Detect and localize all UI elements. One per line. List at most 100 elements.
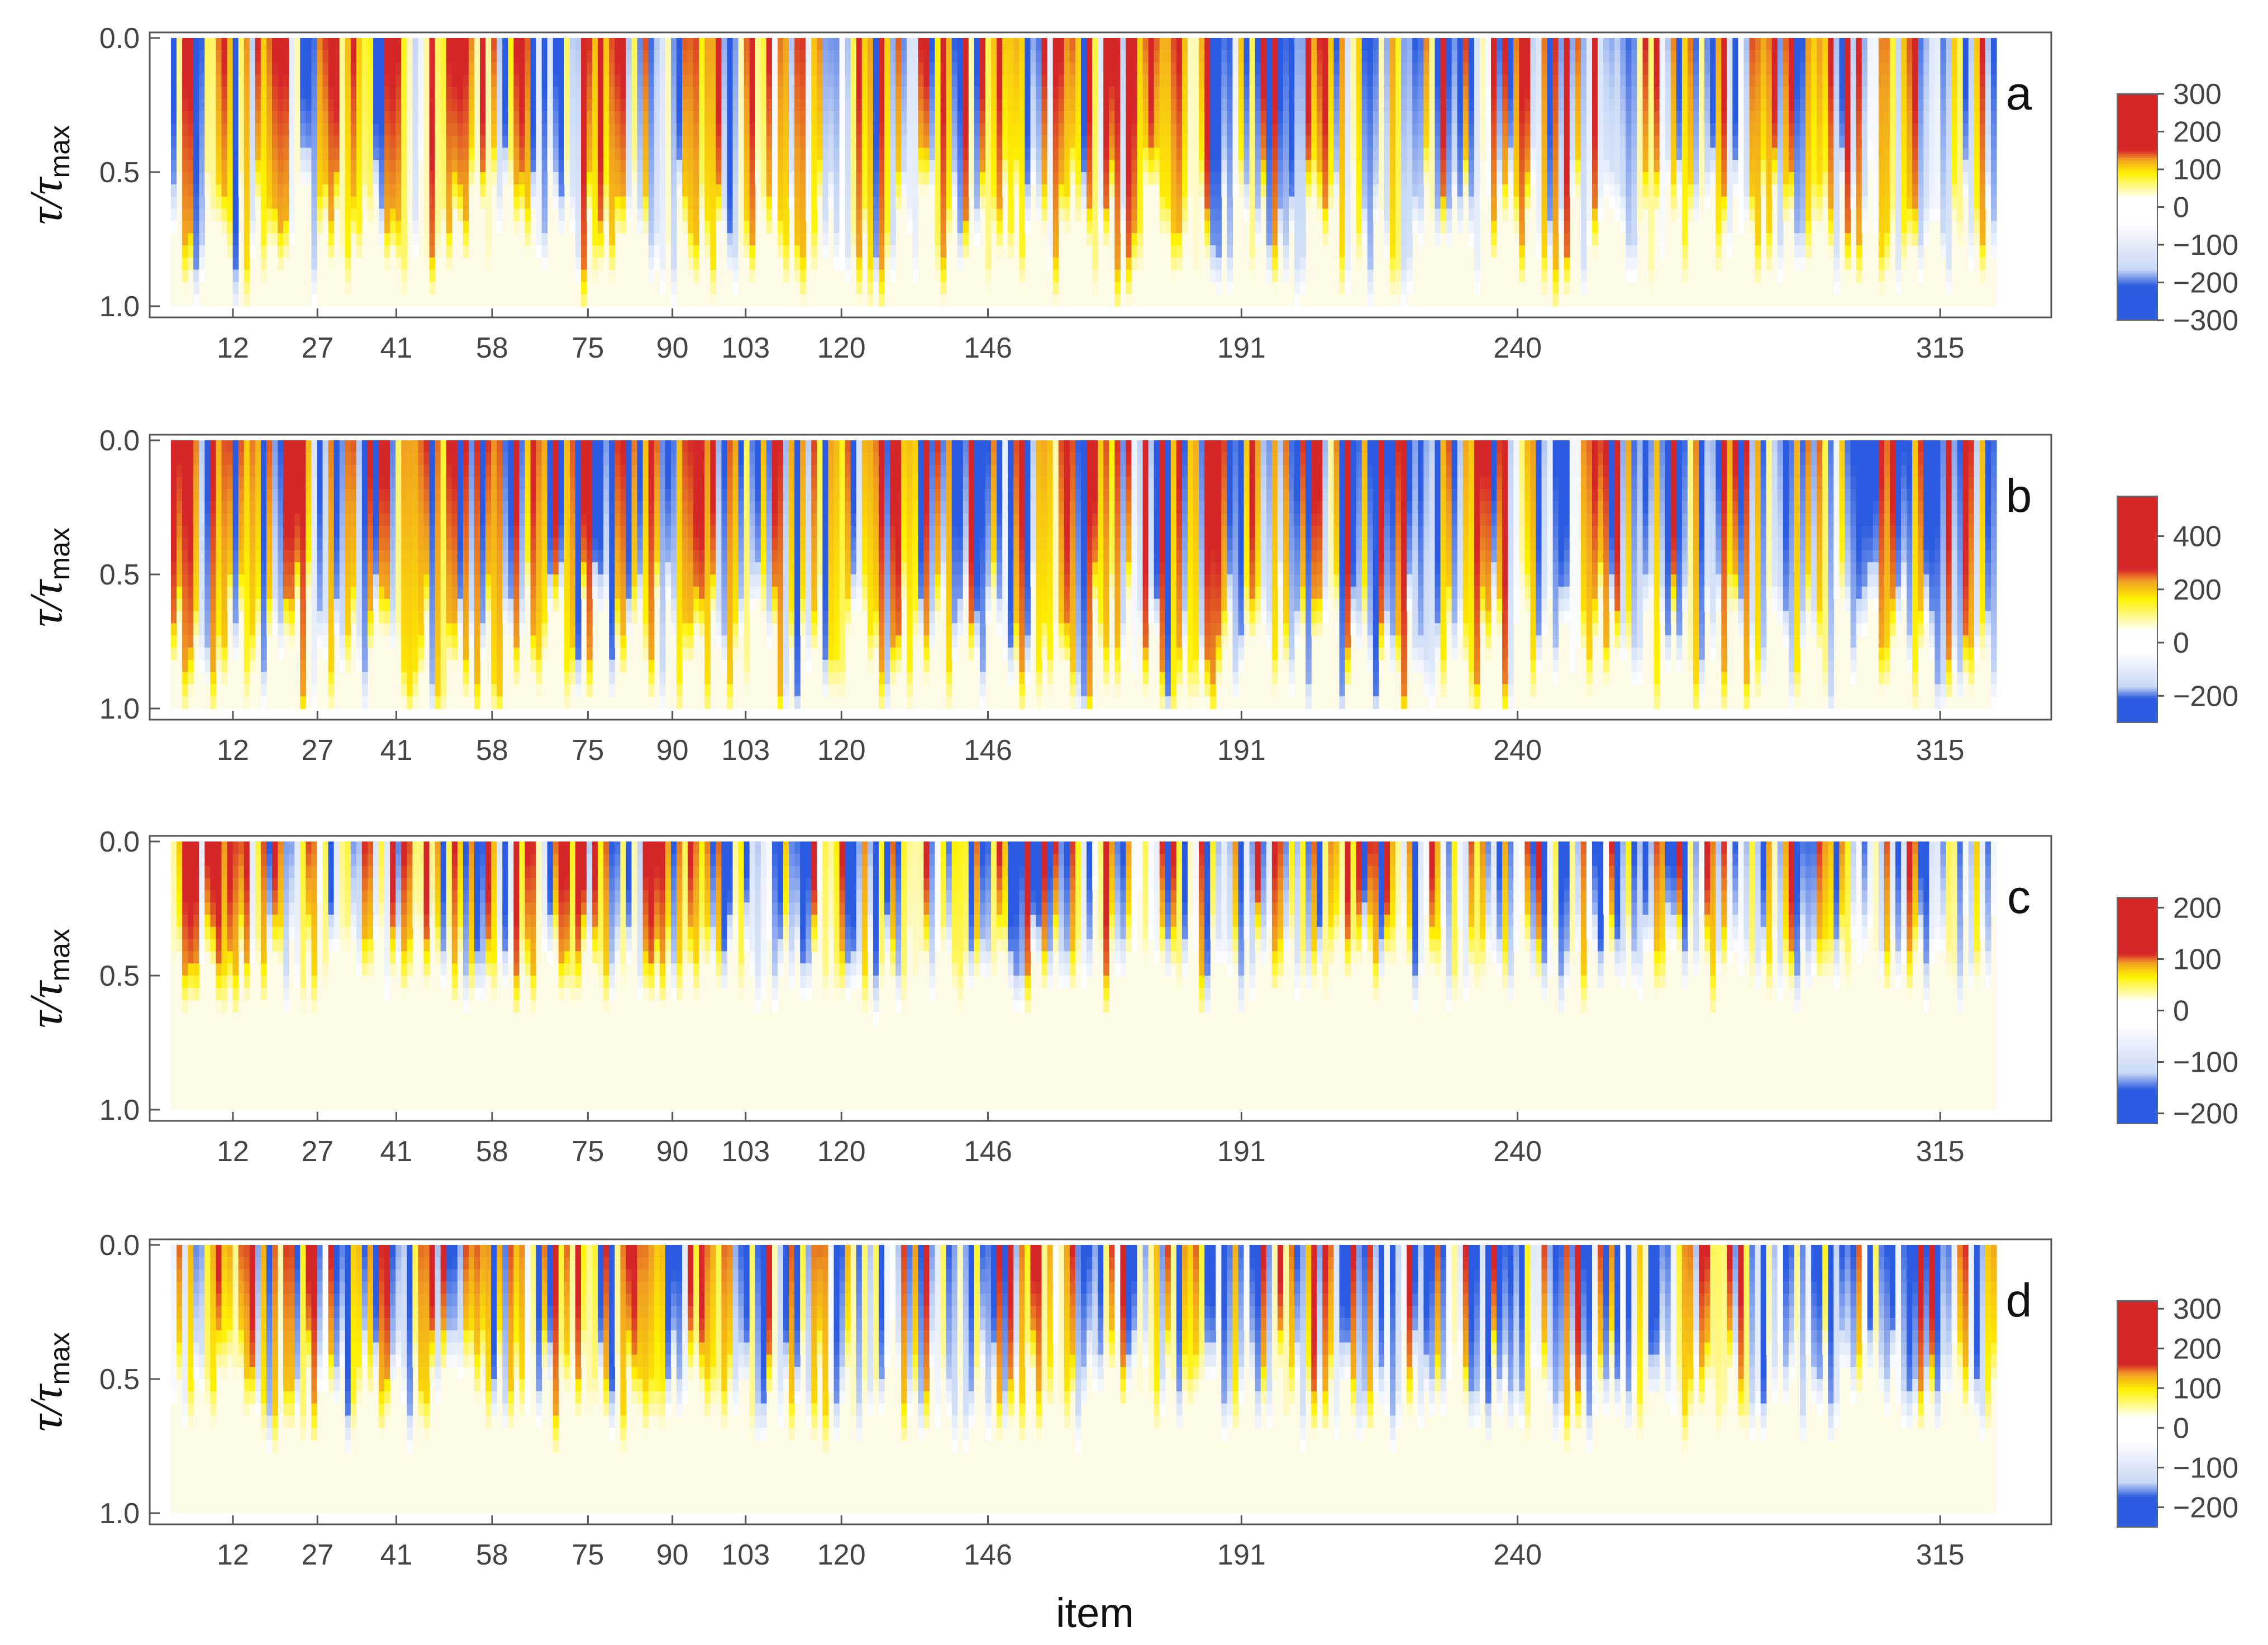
heatmap-cell	[193, 87, 199, 99]
heatmap-cell	[227, 50, 234, 63]
heatmap-cell	[575, 74, 582, 87]
heatmap-cell	[362, 111, 368, 123]
heatmap-cell	[485, 87, 492, 99]
heatmap-cell	[873, 50, 879, 63]
heatmap-cell	[182, 87, 188, 99]
heatmap-cell	[412, 245, 418, 258]
heatmap-cell	[463, 233, 469, 245]
heatmap-cell	[452, 184, 458, 197]
heatmap-cell	[766, 63, 773, 75]
heatmap-cell	[233, 50, 239, 63]
heatmap-cell	[553, 160, 559, 172]
heatmap-cell	[345, 233, 351, 245]
heatmap-cell	[895, 148, 902, 160]
heatmap-cell	[721, 38, 727, 50]
heatmap-cell	[294, 160, 301, 172]
heatmap-cell	[733, 172, 739, 184]
heatmap-cell	[216, 160, 222, 172]
heatmap-cell	[452, 123, 458, 136]
heatmap-cell	[643, 160, 649, 172]
heatmap-cell	[901, 148, 907, 160]
heatmap-cell	[227, 99, 234, 111]
heatmap-cell	[862, 38, 868, 50]
heatmap-cell	[778, 221, 784, 233]
heatmap-cell	[513, 38, 520, 50]
heatmap-cell	[716, 50, 722, 63]
heatmap-cell	[547, 123, 554, 136]
heatmap-cell	[334, 197, 340, 209]
heatmap-cell	[300, 160, 306, 172]
heatmap-cell	[497, 221, 503, 233]
heatmap-cell	[727, 245, 733, 258]
heatmap-cell	[699, 38, 705, 50]
heatmap-cell	[294, 63, 301, 75]
heatmap-cell	[738, 50, 745, 63]
heatmap-cell	[811, 258, 817, 270]
heatmap-cell	[474, 160, 480, 172]
heatmap-cell	[396, 221, 402, 233]
heatmap-cell	[458, 136, 464, 148]
heatmap-cell	[266, 99, 273, 111]
heatmap-cell	[373, 74, 379, 87]
heatmap-cell	[671, 38, 677, 50]
heatmap-cell	[244, 87, 250, 99]
heatmap-cell	[423, 50, 430, 63]
heatmap-cell	[592, 50, 598, 63]
heatmap-cell	[261, 160, 267, 172]
heatmap-cell	[840, 184, 846, 197]
heatmap-cell	[811, 87, 817, 99]
heatmap-cell	[907, 221, 913, 233]
heatmap-cell	[811, 221, 817, 233]
heatmap-cell	[643, 50, 649, 63]
heatmap-cell	[204, 50, 211, 63]
heatmap-cell	[250, 74, 256, 87]
heatmap-cell	[755, 38, 761, 50]
heatmap-cell	[423, 197, 430, 209]
heatmap-cell	[193, 172, 199, 184]
heatmap-cell	[244, 74, 250, 87]
heatmap-cell	[862, 50, 868, 63]
heatmap-cell	[233, 160, 239, 172]
heatmap-cell	[868, 258, 874, 270]
heatmap-cell	[929, 50, 935, 63]
heatmap-cell	[890, 87, 896, 99]
heatmap-cell	[502, 74, 508, 87]
heatmap-cell	[340, 172, 346, 184]
heatmap-cell	[592, 123, 598, 136]
heatmap-cell	[879, 123, 885, 136]
heatmap-cell	[716, 160, 722, 172]
heatmap-cell	[210, 172, 216, 184]
heatmap-cell	[632, 172, 638, 184]
heatmap-cell	[884, 148, 890, 160]
heatmap-cell	[643, 221, 649, 233]
heatmap-cell	[435, 136, 441, 148]
heatmap-cell	[278, 172, 284, 184]
heatmap-cell	[513, 87, 520, 99]
heatmap-cell	[744, 172, 750, 184]
heatmap-cell	[800, 294, 806, 306]
heatmap-cell	[300, 63, 306, 75]
heatmap-cell	[227, 160, 234, 172]
heatmap-cell	[497, 38, 503, 50]
heatmap-cell	[575, 136, 582, 148]
heatmap-cell	[704, 160, 711, 172]
heatmap-cell	[868, 282, 874, 294]
heatmap-cell	[289, 233, 295, 245]
heatmap-cell	[654, 123, 660, 136]
heatmap-cell	[491, 63, 497, 75]
heatmap-cell	[542, 172, 548, 184]
heatmap-cell	[834, 160, 840, 172]
heatmap-cell	[671, 87, 677, 99]
heatmap-cell	[789, 172, 795, 184]
heatmap-cell	[261, 184, 267, 197]
heatmap-cell	[199, 258, 205, 270]
heatmap-cell	[227, 87, 234, 99]
heatmap-cell	[407, 50, 413, 63]
heatmap-cell	[811, 184, 817, 197]
heatmap-cell	[704, 123, 711, 136]
heatmap-cell	[845, 258, 851, 270]
heatmap-cell	[525, 197, 531, 209]
heatmap-cell	[592, 197, 598, 209]
heatmap-cell	[794, 38, 801, 50]
heatmap-cell	[177, 160, 183, 172]
